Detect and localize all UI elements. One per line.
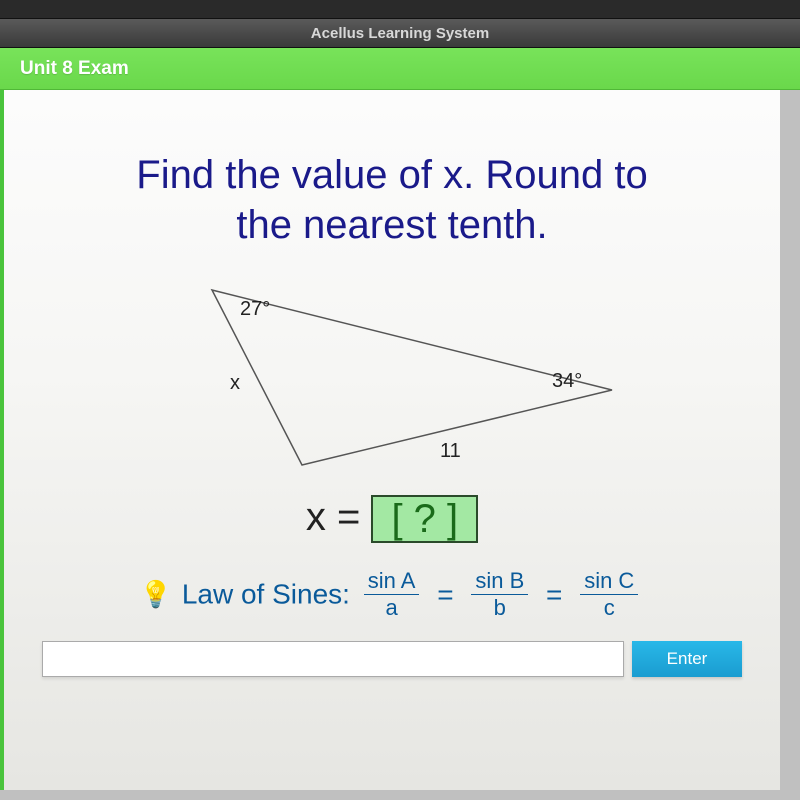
question-content: Find the value of x. Round to the neares… (0, 90, 780, 790)
lightbulb-icon: 💡 (140, 579, 172, 610)
angle-right-label: 34° (552, 370, 582, 393)
enter-button[interactable]: Enter (632, 641, 742, 677)
fraction-b: sin B b (471, 568, 528, 621)
question-prompt: Find the value of x. Round to the neares… (34, 150, 750, 250)
answer-input-row: Enter (42, 641, 742, 677)
side-left-label: x (230, 372, 240, 395)
angle-top-label: 27° (240, 298, 270, 321)
law-of-sines-hint: 💡 Law of Sines: sin A a = sin B b = sin … (34, 568, 750, 621)
hint-title: Law of Sines: (182, 579, 350, 610)
prompt-line-1: Find the value of x. Round to (136, 153, 647, 197)
macos-dark-strip (0, 0, 800, 18)
side-bottom-label: 11 (440, 440, 461, 463)
equals-2: = (546, 579, 562, 610)
answer-placeholder: ? (414, 497, 436, 541)
unit-header-bar: Unit 8 Exam (0, 48, 800, 90)
prompt-line-2: the nearest tenth. (236, 203, 547, 247)
answer-variable: x (306, 495, 326, 539)
answer-input[interactable] (42, 641, 624, 677)
window-title: Acellus Learning System (311, 25, 489, 42)
answer-equals: = (326, 495, 372, 539)
fraction-c: sin C c (580, 568, 638, 621)
unit-label: Unit 8 Exam (20, 58, 129, 79)
triangle-figure: 27° 34° x 11 (152, 280, 632, 480)
equals-1: = (437, 579, 453, 610)
answer-box[interactable]: [ ? ] (371, 495, 478, 543)
window-title-bar: Acellus Learning System (0, 18, 800, 48)
answer-line: x = [ ? ] (34, 495, 750, 543)
fraction-a: sin A a (364, 568, 420, 621)
